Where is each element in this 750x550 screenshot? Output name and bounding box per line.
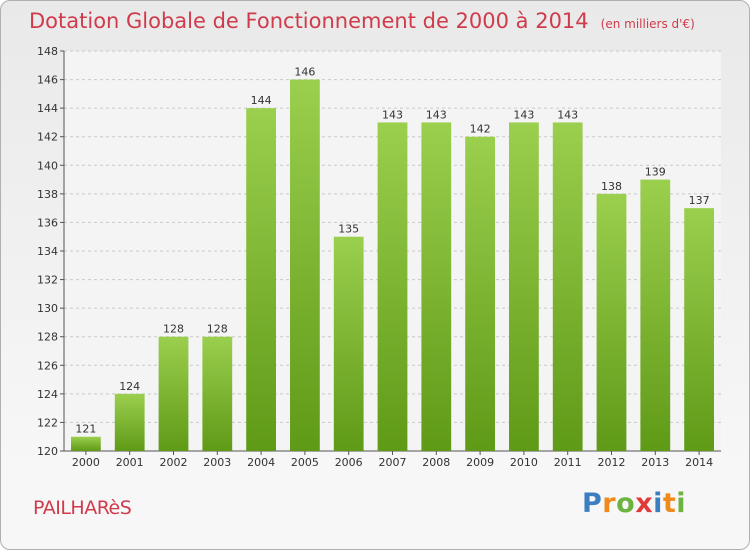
y-tick-label: 128 (37, 331, 58, 344)
data-label: 139 (645, 166, 666, 179)
x-tick-label: 2000 (72, 456, 100, 469)
bar (421, 122, 452, 451)
bar (465, 136, 495, 451)
bar (114, 393, 145, 451)
chart-title: Dotation Globale de Fonctionnement de 20… (29, 9, 695, 33)
logo-letter: x (635, 488, 654, 519)
x-tick-label: 2002 (160, 456, 188, 469)
y-tick-label: 140 (37, 159, 58, 172)
x-tick-label: 2001 (116, 456, 144, 469)
logo-letter: P (582, 488, 603, 519)
y-tick-label: 122 (37, 416, 58, 429)
logo-letter: i (653, 488, 663, 519)
bar (552, 122, 583, 451)
x-tick-label: 2008 (422, 456, 450, 469)
y-tick-label: 132 (37, 274, 58, 287)
x-tick-label: 2012 (598, 456, 626, 469)
data-label: 146 (294, 66, 315, 79)
y-tick-label: 148 (37, 45, 58, 58)
x-tick-label: 2013 (641, 456, 669, 469)
chart-subtitle: (en milliers d'€) (600, 17, 695, 31)
x-tick-label: 2009 (466, 456, 494, 469)
data-label: 135 (338, 223, 359, 236)
data-label: 143 (382, 108, 403, 121)
data-label: 138 (601, 180, 622, 193)
data-label: 142 (470, 123, 491, 136)
x-tick-label: 2010 (510, 456, 538, 469)
y-tick-label: 130 (37, 302, 58, 315)
logo-letter: o (616, 488, 636, 519)
y-tick-label: 142 (37, 131, 58, 144)
data-label: 128 (207, 323, 228, 336)
data-label: 124 (119, 380, 140, 393)
y-tick-label: 136 (37, 216, 58, 229)
y-tick-label: 126 (37, 359, 58, 372)
y-tick-label: 134 (37, 245, 58, 258)
y-tick-label: 138 (37, 188, 58, 201)
x-tick-label: 2014 (685, 456, 713, 469)
bar (509, 122, 539, 451)
bar (246, 108, 276, 452)
data-label: 143 (557, 108, 578, 121)
data-label: 128 (163, 323, 184, 336)
logo-letter: r (602, 488, 617, 519)
data-label: 121 (75, 423, 96, 436)
logo-letter: i (676, 488, 687, 519)
bar (596, 193, 627, 451)
y-tick-label: 144 (37, 102, 58, 115)
x-tick-label: 2005 (291, 456, 319, 469)
y-tick-label: 120 (37, 445, 58, 458)
bar (333, 236, 364, 451)
proxiti-logo[interactable]: Proxiti (582, 488, 686, 519)
logo-letter: t (662, 488, 677, 519)
bar (202, 336, 233, 451)
x-tick-label: 2007 (379, 456, 407, 469)
y-tick-label: 146 (37, 74, 58, 87)
commune-name: PAILHARèS (33, 497, 132, 519)
data-label: 137 (689, 194, 710, 207)
bar (158, 336, 189, 451)
x-tick-label: 2003 (203, 456, 231, 469)
data-label: 144 (251, 94, 272, 107)
x-tick-label: 2004 (247, 456, 275, 469)
bar (290, 79, 320, 452)
bar (684, 208, 714, 451)
x-tick-label: 2011 (554, 456, 582, 469)
data-label: 143 (513, 108, 534, 121)
x-tick-label: 2006 (335, 456, 363, 469)
chart-title-text: Dotation Globale de Fonctionnement de 20… (29, 9, 589, 33)
y-tick-label: 124 (37, 388, 58, 401)
data-label: 143 (426, 108, 447, 121)
bar (377, 122, 408, 451)
bar (640, 179, 671, 452)
bar (71, 436, 101, 451)
